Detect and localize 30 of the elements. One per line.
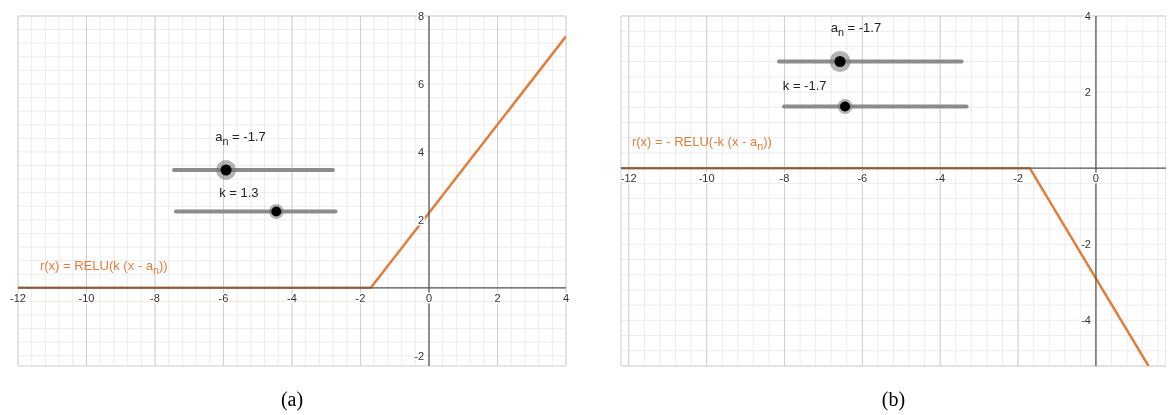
x-tick-label: 4 <box>562 291 570 304</box>
text: (a) <box>279 387 305 411</box>
y-tick-label: 6 <box>417 77 424 90</box>
y-tick-label: -4 <box>1081 314 1091 327</box>
annotation: k = 1.3 <box>219 184 259 201</box>
x-tick-label: -10 <box>78 291 95 304</box>
x-tick-label: -2 <box>355 291 366 304</box>
x-tick-label: -4 <box>935 172 946 185</box>
annotation: a$_{n}$ = -1.7 <box>830 20 882 39</box>
x-tick-label: -12 <box>620 172 637 185</box>
x-tick-label: -8 <box>150 291 160 304</box>
x-tick-label: -2 <box>1013 172 1023 185</box>
x-tick-label: -4 <box>287 291 297 304</box>
x-tick-label: -10 <box>698 172 715 185</box>
x-tick-label: -6 <box>218 291 229 304</box>
y-tick-label: 4 <box>1084 10 1091 22</box>
x-tick-label: -8 <box>779 172 790 185</box>
x-tick-label: -6 <box>857 172 868 185</box>
series-label: r(x) = RELU(k (x - a$_{n}$)) <box>39 257 168 277</box>
y-tick-label: -2 <box>414 349 424 362</box>
x-tick-label: 2 <box>494 291 501 304</box>
annotation: k = -1.7 <box>782 77 827 93</box>
series-label: r(x) = - RELU(-k (x - a$_{n}$)) <box>631 134 772 153</box>
x-tick-label: -12 <box>10 291 26 304</box>
y-tick-label: 4 <box>417 145 424 158</box>
annotation: a$_{n}$ = -1.7 <box>215 129 266 148</box>
text: (b) <box>880 387 907 411</box>
y-tick-label: -2 <box>1081 238 1091 251</box>
y-tick-label: 2 <box>1084 86 1091 99</box>
y-tick-label: 8 <box>417 10 424 22</box>
